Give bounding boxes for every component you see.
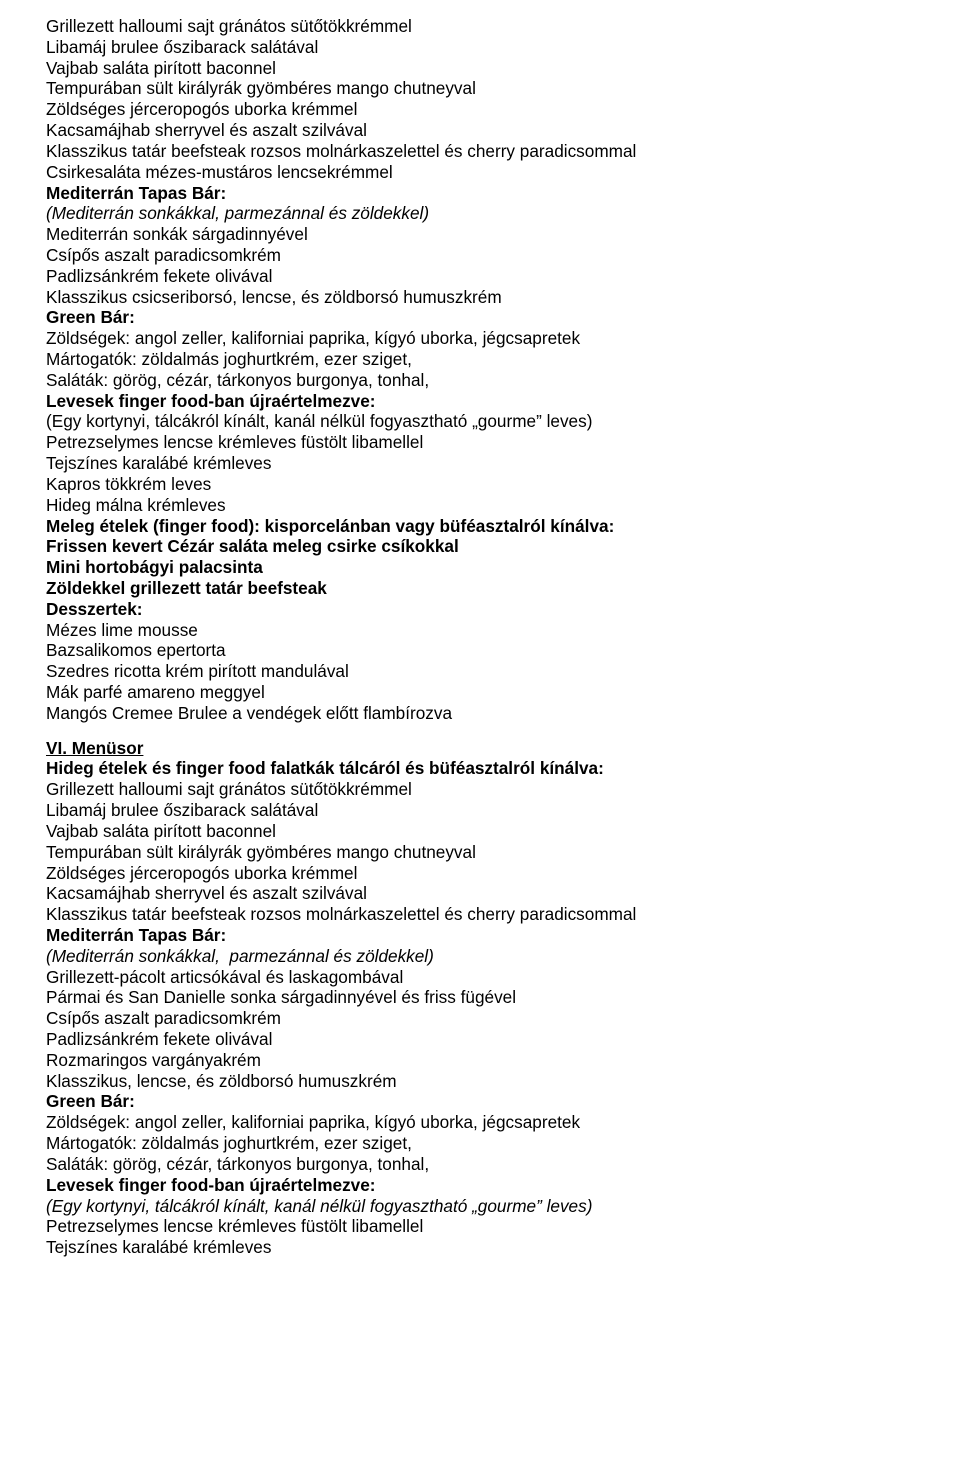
- text-line: Kacsamájhab sherryvel és aszalt szilváva…: [46, 120, 914, 141]
- blank-line: [46, 724, 914, 738]
- text-line: Hideg ételek és finger food falatkák tál…: [46, 758, 914, 779]
- text-line: VI. Menüsor: [46, 738, 914, 759]
- text-line: Levesek finger food-ban újraértelmezve:: [46, 1175, 914, 1196]
- text-line: Klasszikus, lencse, és zöldborsó humuszk…: [46, 1071, 914, 1092]
- text-line: Mák parfé amareno meggyel: [46, 682, 914, 703]
- text-line: Tejszínes karalábé krémleves: [46, 453, 914, 474]
- text-line: Desszertek:: [46, 599, 914, 620]
- text-line: Mediterrán Tapas Bár:: [46, 183, 914, 204]
- text-line: Petrezselymes lencse krémleves füstölt l…: [46, 432, 914, 453]
- text-line: Kacsamájhab sherryvel és aszalt szilváva…: [46, 883, 914, 904]
- text-line: Pármai és San Danielle sonka sárgadinnyé…: [46, 987, 914, 1008]
- text-line: Grillezett halloumi sajt gránátos sütőtö…: [46, 16, 914, 37]
- text-line: Grillezett-pácolt articsókával és laskag…: [46, 967, 914, 988]
- text-line: Grillezett halloumi sajt gránátos sütőtö…: [46, 779, 914, 800]
- text-line: Green Bár:: [46, 1091, 914, 1112]
- text-line: Bazsalikomos epertorta: [46, 640, 914, 661]
- text-line: Padlizsánkrém fekete olivával: [46, 266, 914, 287]
- text-line: Kapros tökkrém leves: [46, 474, 914, 495]
- text-line: Frissen kevert Cézár saláta meleg csirke…: [46, 536, 914, 557]
- text-line: Mangós Cremee Brulee a vendégek előtt fl…: [46, 703, 914, 724]
- text-line: Levesek finger food-ban újraértelmezve:: [46, 391, 914, 412]
- text-line: Libamáj brulee őszibarack salátával: [46, 37, 914, 58]
- text-line: Csirkesaláta mézes-mustáros lencsekrémme…: [46, 162, 914, 183]
- text-line: Tempurában sült királyrák gyömbéres mang…: [46, 78, 914, 99]
- text-line: Tejszínes karalábé krémleves: [46, 1237, 914, 1258]
- text-line: Tempurában sült királyrák gyömbéres mang…: [46, 842, 914, 863]
- text-line: Saláták: görög, cézár, tárkonyos burgony…: [46, 1154, 914, 1175]
- text-line: (Mediterrán sonkákkal, parmezánnal és zö…: [46, 946, 914, 967]
- document-page: Grillezett halloumi sajt gránátos sütőtö…: [0, 0, 960, 1460]
- text-line: Klasszikus tatár beefsteak rozsos molnár…: [46, 141, 914, 162]
- text-line: Zöldséges jérceropogós uborka krémmel: [46, 99, 914, 120]
- text-line: (Mediterrán sonkákkal, parmezánnal és zö…: [46, 203, 914, 224]
- text-line: Mézes lime mousse: [46, 620, 914, 641]
- text-line: Vajbab saláta pirított baconnel: [46, 58, 914, 79]
- text-line: Padlizsánkrém fekete olivával: [46, 1029, 914, 1050]
- text-line: Petrezselymes lencse krémleves füstölt l…: [46, 1216, 914, 1237]
- text-line: Rozmaringos vargányakrém: [46, 1050, 914, 1071]
- text-line: Mediterrán Tapas Bár:: [46, 925, 914, 946]
- text-line: Vajbab saláta pirított baconnel: [46, 821, 914, 842]
- text-line: Green Bár:: [46, 307, 914, 328]
- text-line: Mártogatók: zöldalmás joghurtkrém, ezer …: [46, 1133, 914, 1154]
- text-line: Klasszikus csicseriborsó, lencse, és zöl…: [46, 287, 914, 308]
- text-line: Mediterrán sonkák sárgadinnyével: [46, 224, 914, 245]
- text-line: Klasszikus tatár beefsteak rozsos molnár…: [46, 904, 914, 925]
- text-line: Szedres ricotta krém pirított mandulával: [46, 661, 914, 682]
- text-line: (Egy kortynyi, tálcákról kínált, kanál n…: [46, 1196, 914, 1217]
- text-line: Mártogatók: zöldalmás joghurtkrém, ezer …: [46, 349, 914, 370]
- text-line: Zöldséges jérceropogós uborka krémmel: [46, 863, 914, 884]
- text-line: Csípős aszalt paradicsomkrém: [46, 245, 914, 266]
- text-line: (Egy kortynyi, tálcákról kínált, kanál n…: [46, 411, 914, 432]
- text-line: Saláták: görög, cézár, tárkonyos burgony…: [46, 370, 914, 391]
- text-line: Zöldekkel grillezett tatár beefsteak: [46, 578, 914, 599]
- text-line: Hideg málna krémleves: [46, 495, 914, 516]
- text-line: Libamáj brulee őszibarack salátával: [46, 800, 914, 821]
- text-line: Csípős aszalt paradicsomkrém: [46, 1008, 914, 1029]
- text-line: Mini hortobágyi palacsinta: [46, 557, 914, 578]
- text-line: Meleg ételek (finger food): kisporcelánb…: [46, 516, 914, 537]
- text-line: Zöldségek: angol zeller, kaliforniai pap…: [46, 1112, 914, 1133]
- text-line: Zöldségek: angol zeller, kaliforniai pap…: [46, 328, 914, 349]
